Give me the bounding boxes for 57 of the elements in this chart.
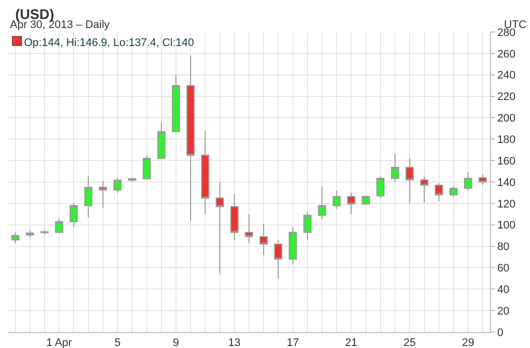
annotation: Op:144, Hi:146.9, Lo:137.4, Cl:140 xyxy=(24,37,194,49)
x-tick-label: 25 xyxy=(404,337,416,348)
candlestick xyxy=(216,182,224,275)
y-tick-label: 0 xyxy=(497,326,504,339)
y-tick-label: 140 xyxy=(497,176,516,189)
candlestick xyxy=(201,130,210,215)
candlestick xyxy=(376,176,385,199)
candlestick xyxy=(244,214,254,244)
y-tick-label: 180 xyxy=(497,134,516,146)
candlestick xyxy=(142,154,151,180)
candlestick xyxy=(288,226,297,265)
candlestick xyxy=(449,186,458,198)
candlestick xyxy=(318,186,326,220)
y-tick-label: 60 xyxy=(497,262,510,275)
candlestick xyxy=(260,223,268,256)
x-tick-label: 29 xyxy=(462,337,474,348)
candlestick xyxy=(70,202,78,228)
y-tick-label: 120 xyxy=(497,198,516,210)
candlestick xyxy=(434,182,443,202)
candlestick xyxy=(274,239,282,279)
candlestick xyxy=(40,230,49,235)
candlestick xyxy=(464,172,472,192)
candlestick xyxy=(347,192,356,215)
candlestick xyxy=(84,175,92,218)
candlestick xyxy=(303,212,312,240)
candlestick xyxy=(98,180,108,208)
y-tick-label: 220 xyxy=(497,91,516,104)
x-tick-label: 21 xyxy=(345,337,358,348)
candlestick xyxy=(406,158,414,204)
candlestick xyxy=(230,193,238,240)
candlestick xyxy=(26,230,34,238)
chart-subtitle: Apr 30, 2013 – Daily xyxy=(10,19,110,31)
candlestick xyxy=(157,122,166,160)
x-tick-label: 17 xyxy=(286,337,299,348)
y-tick-label: 160 xyxy=(497,155,516,168)
candlestick xyxy=(113,177,122,194)
candlestick xyxy=(332,190,341,210)
x-tick-label: 9 xyxy=(172,337,180,348)
candlestick xyxy=(390,154,400,182)
candlestick xyxy=(11,232,20,244)
y-tick-label: 100 xyxy=(497,220,516,232)
candlestick xyxy=(128,177,136,182)
candlestick xyxy=(362,195,370,205)
y-tick-label: 200 xyxy=(497,112,516,125)
y-tick-label: 20 xyxy=(497,305,510,318)
y-tick-label: 240 xyxy=(497,70,516,82)
candlestick xyxy=(55,218,64,234)
candlestick xyxy=(172,74,180,132)
x-tick-label: 13 xyxy=(228,337,241,348)
candlestick xyxy=(420,176,428,203)
y-tick-label: 280 xyxy=(497,26,516,39)
chart-title: (USD) xyxy=(15,6,54,22)
x-tick-label: 5 xyxy=(114,337,121,348)
candlestick xyxy=(478,174,487,186)
y-tick-label: 80 xyxy=(497,241,510,254)
y-tick-label: 40 xyxy=(497,284,510,296)
y-tick-label: 260 xyxy=(497,48,516,60)
